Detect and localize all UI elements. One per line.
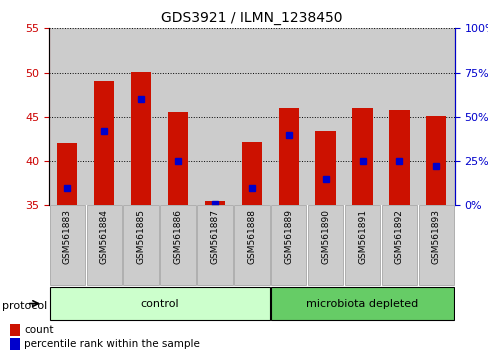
Bar: [352, 108, 372, 205]
FancyBboxPatch shape: [50, 287, 269, 320]
Title: GDS3921 / ILMN_1238450: GDS3921 / ILMN_1238450: [161, 11, 342, 24]
Text: GSM561888: GSM561888: [247, 209, 256, 264]
FancyBboxPatch shape: [197, 205, 232, 285]
FancyBboxPatch shape: [234, 205, 269, 285]
Bar: [204, 201, 224, 205]
Text: GSM561887: GSM561887: [210, 209, 219, 264]
Bar: [10, 324, 20, 336]
Bar: [196, 28, 233, 205]
Bar: [49, 28, 85, 205]
Bar: [380, 28, 417, 205]
FancyBboxPatch shape: [418, 205, 453, 285]
FancyBboxPatch shape: [123, 205, 159, 285]
FancyBboxPatch shape: [160, 205, 195, 285]
Text: GSM561884: GSM561884: [100, 209, 108, 264]
Bar: [426, 116, 446, 205]
Text: percentile rank within the sample: percentile rank within the sample: [24, 339, 200, 349]
Bar: [344, 28, 380, 205]
Text: microbiota depleted: microbiota depleted: [306, 298, 418, 309]
Text: GSM561885: GSM561885: [136, 209, 145, 264]
FancyBboxPatch shape: [86, 205, 122, 285]
Text: control: control: [140, 298, 179, 309]
Bar: [315, 131, 335, 205]
FancyBboxPatch shape: [270, 287, 453, 320]
Text: GSM561890: GSM561890: [321, 209, 329, 264]
Bar: [388, 110, 409, 205]
FancyBboxPatch shape: [381, 205, 416, 285]
Bar: [270, 28, 306, 205]
Bar: [159, 28, 196, 205]
FancyBboxPatch shape: [270, 205, 306, 285]
Bar: [278, 108, 298, 205]
Bar: [10, 338, 20, 350]
FancyBboxPatch shape: [344, 205, 380, 285]
Text: count: count: [24, 325, 54, 335]
Bar: [241, 142, 262, 205]
Text: protocol: protocol: [2, 301, 48, 311]
Text: GSM561883: GSM561883: [63, 209, 72, 264]
FancyBboxPatch shape: [50, 205, 85, 285]
Text: GSM561892: GSM561892: [394, 209, 403, 264]
Text: GSM561889: GSM561889: [284, 209, 293, 264]
Bar: [417, 28, 454, 205]
Bar: [306, 28, 344, 205]
Bar: [131, 72, 151, 205]
Bar: [85, 28, 122, 205]
Bar: [57, 143, 77, 205]
Text: GSM561891: GSM561891: [357, 209, 366, 264]
Bar: [167, 112, 188, 205]
Text: GSM561886: GSM561886: [173, 209, 182, 264]
Bar: [122, 28, 159, 205]
Text: GSM561893: GSM561893: [431, 209, 440, 264]
Bar: [94, 81, 114, 205]
FancyBboxPatch shape: [307, 205, 343, 285]
Bar: [233, 28, 270, 205]
